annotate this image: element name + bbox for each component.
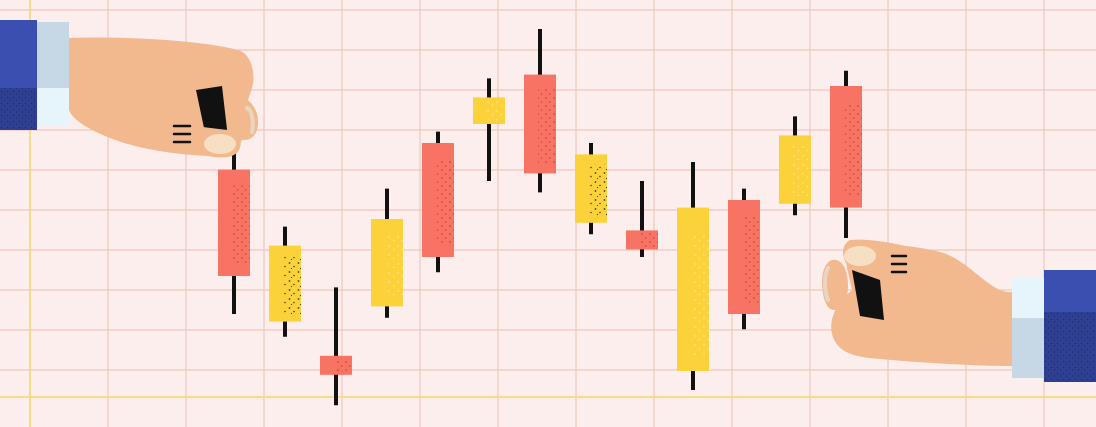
candle-texture — [640, 233, 658, 248]
candle — [677, 162, 709, 390]
candle-texture — [436, 160, 454, 246]
right-hand — [822, 239, 1096, 382]
candle-texture — [385, 232, 403, 298]
candle-texture — [742, 217, 760, 303]
candle-texture — [844, 104, 862, 196]
candle — [779, 116, 811, 216]
candle — [320, 287, 352, 406]
candle — [626, 181, 658, 257]
right-pinch-gap — [852, 270, 884, 320]
candle — [218, 139, 250, 314]
candle — [575, 143, 607, 235]
candle — [830, 70, 862, 238]
candle — [371, 188, 403, 318]
candle-texture — [487, 101, 505, 122]
candle-texture — [538, 89, 556, 164]
candle-texture — [283, 257, 301, 314]
candle-texture — [232, 185, 250, 266]
candle — [269, 226, 301, 337]
candle-texture — [793, 145, 811, 197]
left-hand — [0, 20, 258, 158]
candle — [524, 29, 556, 193]
right-thumbnail — [844, 246, 876, 266]
candle — [473, 78, 505, 181]
candle-texture — [589, 164, 607, 216]
candle-texture — [691, 232, 709, 355]
right-palm — [831, 244, 1012, 366]
left-pinch-gap — [196, 86, 228, 138]
candle — [422, 131, 454, 273]
left-thumbnail — [204, 134, 236, 154]
candle — [728, 188, 760, 330]
candle-texture — [334, 358, 352, 373]
candlestick-series — [218, 29, 862, 406]
